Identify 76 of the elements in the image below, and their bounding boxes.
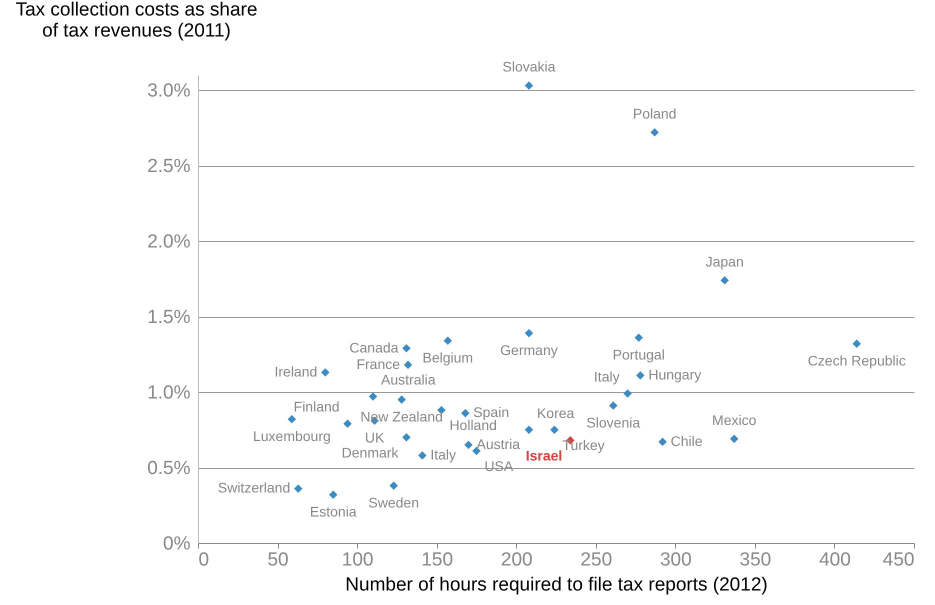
point (623, 389, 632, 398)
point (444, 336, 452, 345)
x-tick-label: 450 (882, 550, 914, 570)
annotation: New Zealand (360, 408, 443, 425)
point (402, 433, 411, 442)
x-tick-label: 350 (740, 550, 772, 570)
annotation: Australia (381, 372, 436, 388)
annotation: Israel (526, 447, 562, 464)
x-tick-label: 400 (819, 550, 851, 570)
annotation: Germany (500, 342, 558, 358)
x-tick-label: 200 (500, 550, 533, 570)
annotation: Ireland (274, 363, 318, 380)
point (720, 276, 729, 284)
x-tick-label: 250 (580, 550, 612, 570)
point (294, 484, 302, 493)
annotation: UK (364, 430, 385, 446)
point (418, 451, 427, 460)
y-tick-label: 3.0% (147, 80, 191, 102)
point (321, 368, 330, 377)
annotation: Belgium (422, 350, 474, 366)
x-tick-label: 300 (660, 550, 692, 570)
y-tick-label: 2.0% (147, 232, 191, 253)
annotation: Denmark (342, 444, 400, 460)
x-tick-label: 50 (267, 550, 289, 570)
annotation: Austria (476, 436, 520, 452)
annotation: Slovenia (586, 414, 640, 431)
annotation: Czech Republic (808, 352, 906, 369)
point (390, 481, 398, 490)
point (464, 440, 473, 450)
annotation: Mexico (712, 412, 757, 428)
y-tick-label: 1.5% (147, 307, 191, 328)
annotation: Switzerland (218, 480, 290, 496)
point (636, 371, 645, 380)
annotation: France (356, 356, 400, 372)
annotation: Luxembourg (252, 428, 331, 444)
annotation: Hungary (648, 366, 702, 382)
point (550, 426, 559, 434)
annotation: Chile (670, 432, 703, 449)
annotation: Italy (594, 368, 620, 385)
annotation: Korea (536, 404, 575, 421)
point (461, 408, 470, 418)
point (329, 490, 338, 499)
point (634, 334, 643, 342)
annotation: Poland (632, 105, 676, 122)
point (404, 360, 412, 370)
annotation: Japan (706, 253, 744, 270)
y-axis-title: Tax collection costs as share of tax revenues (2011) (16, 0, 258, 42)
point (343, 420, 352, 428)
annotation: Portugal (612, 346, 665, 363)
x-axis-title: Number of hours required to file tax reports (2012) (345, 574, 768, 596)
point (658, 438, 667, 446)
y-tick-label: 2.5% (147, 156, 191, 178)
point (368, 392, 378, 401)
x-tick-label: 0 (198, 550, 210, 570)
point (402, 344, 411, 352)
point (288, 415, 296, 424)
annotation: Estonia (310, 504, 357, 520)
point (852, 340, 861, 348)
point (524, 328, 534, 338)
point (609, 401, 618, 410)
x-tick-label: 100 (342, 550, 374, 570)
point (524, 81, 534, 90)
point (730, 434, 738, 444)
y-tick-label: 1.0% (147, 382, 191, 404)
annotation: Slovakia (502, 58, 556, 75)
annotation: Italy (430, 446, 456, 462)
annotation: Canada (349, 339, 399, 356)
annotation: Finland (294, 398, 340, 415)
point (397, 395, 406, 404)
point (650, 128, 659, 137)
y-tick-label: 0.5% (147, 458, 191, 480)
annotation: Turkey (562, 436, 605, 453)
point (524, 426, 534, 434)
x-tick-label: 150 (421, 550, 454, 570)
y-tick-label: 0% (163, 534, 191, 554)
annotation: Sweden (368, 494, 420, 511)
